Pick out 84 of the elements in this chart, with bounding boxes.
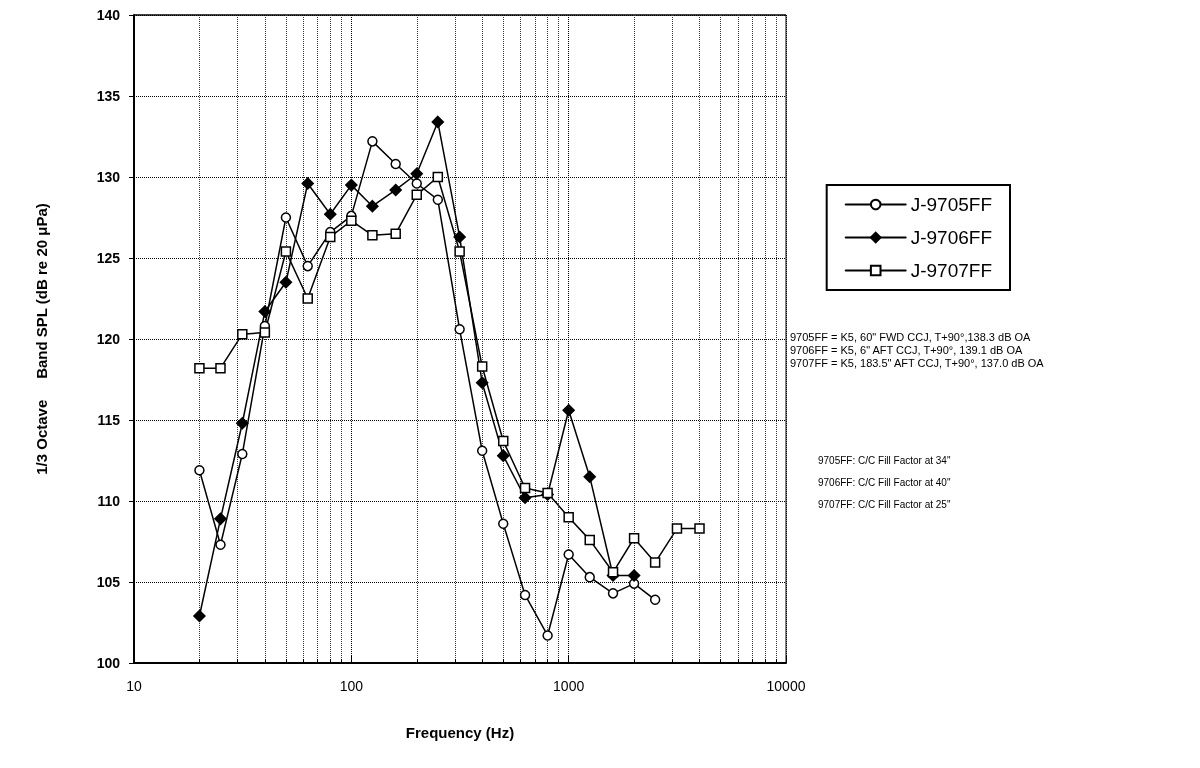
point: [214, 512, 227, 526]
point: [411, 178, 423, 189]
point: [410, 167, 424, 181]
point: [279, 276, 293, 289]
point: [215, 539, 226, 550]
point: [325, 231, 336, 243]
point: [649, 557, 661, 568]
text: 9707FF: C/C Fill Factor at 25": [818, 498, 951, 510]
point: [346, 215, 357, 226]
point: [390, 158, 401, 170]
point: [649, 594, 661, 606]
point: [519, 482, 531, 494]
point: [215, 362, 226, 374]
y-axis-title: 1/3 Octave Band SPL (dB re 20 μPa): [33, 203, 50, 475]
point: [475, 376, 489, 389]
point: [259, 327, 271, 338]
y-tick-label: 140: [96, 7, 121, 23]
point: [194, 362, 205, 374]
point: [562, 404, 575, 417]
point: [519, 589, 531, 601]
point: [583, 470, 596, 483]
x-tick-label: 1000: [553, 678, 585, 694]
point: [389, 183, 402, 197]
point: [193, 609, 206, 623]
point: [454, 324, 465, 335]
y-tick-label: 100: [96, 655, 121, 671]
point: [237, 448, 248, 460]
point: [324, 208, 337, 221]
point: [496, 449, 510, 462]
point: [366, 199, 379, 213]
point: [367, 230, 378, 241]
text: 9707FF = K5, 183.5" AFT CCJ, T+90°, 137.0 dB OA: [790, 356, 1045, 369]
point: [258, 305, 272, 318]
text: 9705FF: C/C Fill Factor at 34": [818, 454, 951, 466]
point: [390, 228, 401, 239]
x-axis-title: Frequency (Hz): [405, 724, 515, 741]
point: [302, 260, 313, 272]
point: [432, 194, 444, 205]
point: [518, 491, 532, 505]
text: 9705FF = K5, 60" FWD CCJ, T+90°,138.3 dB OA: [790, 330, 1032, 343]
point: [194, 464, 205, 476]
point: [237, 328, 248, 340]
legend-label: J-9705FF: [910, 194, 993, 215]
point: [431, 115, 445, 129]
point: [411, 189, 423, 201]
y-tick-label: 105: [96, 574, 121, 590]
point: [584, 571, 595, 583]
y-tick-label: 130: [96, 169, 121, 185]
point: [694, 523, 705, 534]
x-tick-label: 10: [126, 678, 142, 694]
x-tick-label: 10000: [766, 678, 806, 694]
point: [280, 246, 292, 257]
point: [236, 416, 249, 430]
point: [607, 588, 619, 599]
y-tick-label: 125: [96, 250, 121, 266]
point: [542, 630, 553, 641]
point: [671, 523, 683, 534]
point: [628, 533, 640, 544]
point: [584, 534, 595, 546]
legend-label: J-9707FF: [910, 260, 993, 281]
point: [498, 518, 509, 529]
y-tick-label: 120: [96, 331, 121, 347]
x-tick-label: 100: [339, 678, 364, 694]
text: 9706FF = K5, 6" AFT CCJ, T+90°, 139.1 dB OA: [790, 343, 1023, 356]
point: [627, 569, 641, 582]
point: [476, 361, 488, 372]
point: [497, 435, 509, 447]
point: [301, 177, 314, 190]
point: [607, 567, 619, 578]
legend-label: J-9706FF: [910, 227, 993, 248]
text: 9706FF: C/C Fill Factor at 40": [818, 476, 951, 488]
point: [367, 136, 378, 147]
point: [563, 511, 574, 523]
point: [302, 293, 313, 304]
point: [432, 171, 444, 183]
y-tick-label: 115: [97, 412, 121, 428]
point: [453, 230, 466, 244]
point: [476, 445, 488, 457]
point: [454, 246, 465, 257]
point: [345, 178, 358, 192]
y-tick-label: 110: [97, 493, 121, 509]
point: [280, 212, 292, 223]
point: [563, 549, 574, 560]
y-tick-label: 135: [96, 88, 121, 104]
